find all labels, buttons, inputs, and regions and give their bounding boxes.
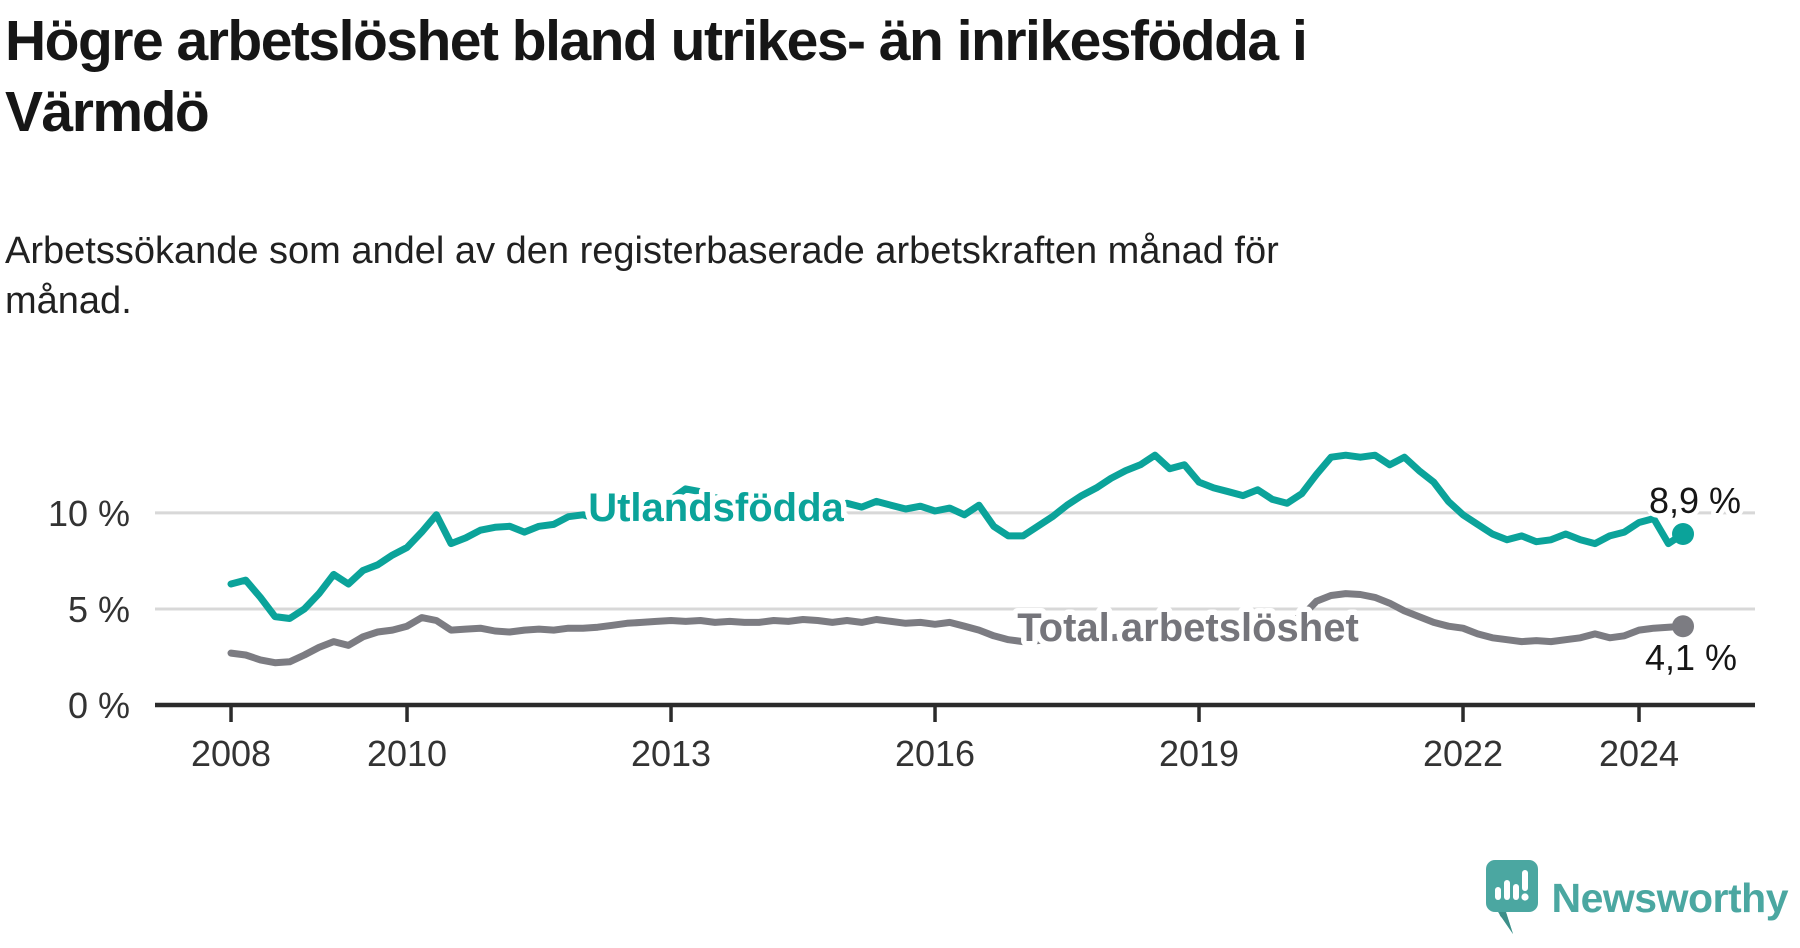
newsworthy-speech-bubble-bar-chart-icon <box>1485 860 1538 934</box>
x-tick-label-2008: 2008 <box>191 733 271 774</box>
y-tick-label-10pct: 10 % <box>48 493 130 534</box>
total-series-label: Total arbetslöshet <box>1017 606 1359 650</box>
bubble-tail-shade <box>1498 912 1513 934</box>
chart-labels: 0 % 5 % 10 % Total arbetslöshet 4,1 % Utlands… <box>48 476 1746 726</box>
page-title-line1: Högre arbetslöshet bland utrikes- än inr… <box>5 9 1308 73</box>
x-tick-label-2019: 2019 <box>1159 733 1239 774</box>
data-lines <box>227 451 1687 667</box>
x-tick-label-2022: 2022 <box>1423 733 1503 774</box>
utlandsfodda-series-label: Utlandsfödda <box>588 486 844 530</box>
gridlines <box>155 511 1755 611</box>
x-tick-label-2016: 2016 <box>895 733 975 774</box>
total-endpoint-dot <box>1672 615 1695 638</box>
page-subtitle: Arbetssökande som andel av den registerb… <box>5 226 1505 326</box>
y-tick-label-5pct: 5 % <box>68 589 130 630</box>
total-line <box>227 590 1687 667</box>
utlandsfodda-end-value-label: 8,9 % <box>1649 480 1741 521</box>
page-subtitle-line1: Arbetssökande som andel av den registerb… <box>5 230 1279 272</box>
page-title: Högre arbetslöshet bland utrikes- än inr… <box>5 6 1775 147</box>
utlandsfodda-line <box>227 451 1687 622</box>
x-tick-label-2024: 2024 <box>1599 733 1679 774</box>
x-tick-label-2010: 2010 <box>367 733 447 774</box>
page-subtitle-line2: månad. <box>5 280 132 323</box>
x-tick-label-2013: 2013 <box>631 733 711 774</box>
y-tick-label-0pct: 0 % <box>68 685 130 726</box>
page-title-line2: Värmdö <box>5 79 210 144</box>
bar-chart-glyph <box>1494 870 1529 901</box>
newsworthy-wordmark: Newsworthy <box>1551 874 1789 921</box>
total-end-value-label: 4,1 % <box>1645 637 1737 678</box>
newsworthy-logo: Newsworthy <box>1485 858 1789 938</box>
speech-bubble-shape <box>1485 860 1538 934</box>
x-axis: 2008 2010 2013 2016 2019 2022 2024 <box>155 702 1755 774</box>
utlandsfodda-endpoint-dot <box>1672 523 1695 546</box>
